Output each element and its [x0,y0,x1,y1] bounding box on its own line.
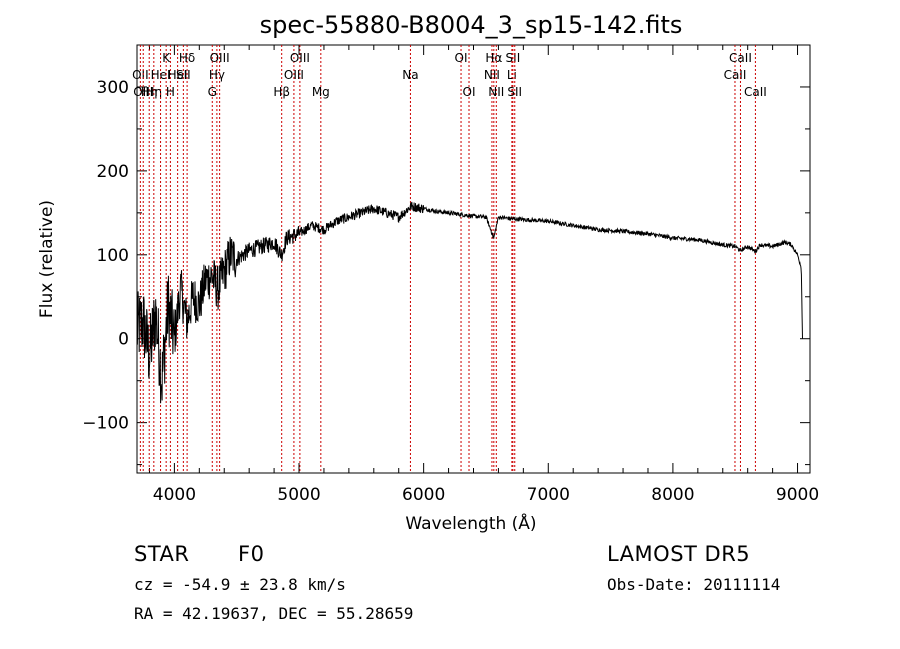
coordinates: RA = 42.19637, DEC = 55.28659 [134,604,414,623]
spectral-line-label: CaII [744,85,767,99]
spectral-line-label: Hη [146,85,163,99]
spectral-line-label: OIII [290,51,310,65]
spectral-line-label: NII [488,85,504,99]
spectral-line-label: OIII [133,85,153,99]
x-tick-label: 9000 [776,485,819,505]
spectral-line-label: OII [132,68,149,82]
survey-name: LAMOST DR5 [607,542,751,566]
x-tick-label: 5000 [277,485,320,505]
axis-ticks: 4000 5000 6000 7000 8000 9000 −100 0 100 200 300 [82,44,819,505]
spectral-line-label: K [162,51,171,65]
spectral-line-label: SII [506,51,521,65]
spectrum-line [136,201,803,404]
object-class: STAR [134,542,190,566]
spectral-line-label: CaII [724,68,747,82]
spectral-line-label: OI [463,85,476,99]
spectral-line-label: CaII [729,51,752,65]
spectral-line-label: H [166,85,175,99]
spectral-line-label: SII [507,85,522,99]
redshift-cz: cz = -54.9 ± 23.8 km/s [134,575,346,594]
object-subclass: F0 [238,542,265,566]
x-tick-label: 4000 [153,485,196,505]
spectral-line-label: Li [507,68,517,82]
x-axis-label: Wavelength (Å) [405,512,536,534]
spectral-line-label: Hγ [209,68,225,82]
y-axis-label: Flux (relative) [37,200,57,318]
spectral-line-label: OIII [284,68,304,82]
spectral-line-label: HeI [151,68,171,82]
spectral-line-label: OI [455,51,468,65]
x-tick-label: 7000 [527,485,570,505]
y-tick-label: 300 [97,78,129,98]
spectral-line-label: OIII [210,51,230,65]
spectral-line-label: HeI [168,68,188,82]
spectral-line-label: SII [176,68,191,82]
spectral-line-label: Mg [312,85,330,99]
y-tick-label: −100 [82,414,129,434]
spectral-line-label: Hη [141,85,158,99]
y-tick-label: 0 [118,330,129,350]
y-tick-label: 100 [97,246,129,266]
spectral-line-label: G [208,85,217,99]
spectral-line-label: Hβ [273,85,290,99]
x-tick-label: 8000 [651,485,694,505]
x-tick-label: 6000 [402,485,445,505]
y-tick-label: 200 [97,162,129,182]
spectral-line-label: Hδ [179,51,195,65]
spectral-line-label: Na [402,68,418,82]
spectral-line-label: Hα [485,51,502,65]
observation-date: Obs-Date: 20111114 [607,575,781,594]
spectral-line-label: NII [484,68,500,82]
line-markers: OIIOIIIHηHηHeIKHHeISIIHδGHγOIIIHβOIIIOII… [132,45,767,473]
chart-title: spec-55880-B8004_3_sp15-142.fits [260,11,683,39]
